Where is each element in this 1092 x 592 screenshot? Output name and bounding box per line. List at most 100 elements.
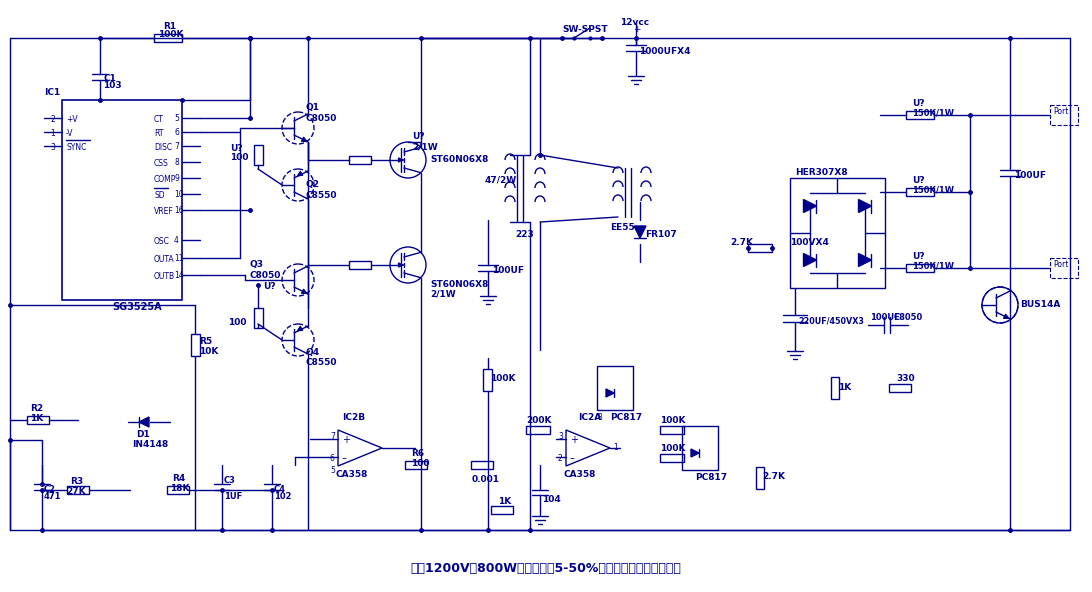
Text: 10: 10 — [174, 190, 183, 199]
Text: 3: 3 — [50, 143, 55, 152]
Text: RT: RT — [154, 129, 164, 138]
Text: 100VX4: 100VX4 — [790, 238, 829, 247]
Text: 100UF: 100UF — [870, 313, 900, 322]
Bar — [526, 426, 550, 434]
Text: CSS: CSS — [154, 159, 169, 168]
Bar — [748, 244, 772, 252]
Text: R4: R4 — [173, 474, 186, 483]
Text: U?: U? — [263, 282, 275, 291]
Text: 1000UFX4: 1000UFX4 — [639, 47, 690, 56]
Text: 0.001: 0.001 — [472, 475, 500, 484]
Text: SD: SD — [154, 191, 165, 200]
Text: 2/1W: 2/1W — [412, 142, 438, 151]
Text: ST60N06X8: ST60N06X8 — [430, 280, 488, 289]
Text: C8550: C8550 — [306, 358, 337, 367]
Polygon shape — [804, 200, 817, 213]
Text: ST60N06X8: ST60N06X8 — [430, 155, 488, 164]
Text: 1K: 1K — [29, 414, 44, 423]
Polygon shape — [634, 226, 646, 238]
Text: SW-SPST: SW-SPST — [562, 25, 607, 34]
Text: 150K/1W: 150K/1W — [912, 185, 954, 194]
Bar — [660, 454, 684, 462]
Text: 2.7K: 2.7K — [762, 472, 785, 481]
Bar — [597, 366, 633, 410]
Text: 102: 102 — [274, 492, 292, 501]
Text: C2: C2 — [44, 485, 56, 494]
Text: Q1: Q1 — [306, 103, 320, 112]
Polygon shape — [606, 389, 614, 397]
Text: D1: D1 — [136, 430, 150, 439]
Text: IN4148: IN4148 — [132, 440, 168, 449]
Text: 7: 7 — [174, 142, 179, 151]
Text: 输出1200V，800W，输出脉宽5-50%可调，具有稳压，限流。: 输出1200V，800W，输出脉宽5-50%可调，具有稳压，限流。 — [411, 562, 681, 575]
Text: IC1: IC1 — [44, 88, 60, 97]
Polygon shape — [858, 200, 871, 213]
Polygon shape — [691, 449, 699, 457]
Text: Q4: Q4 — [306, 348, 320, 357]
Text: -V: -V — [66, 129, 73, 138]
Text: 220UF/450VX3: 220UF/450VX3 — [798, 316, 864, 325]
Text: 5: 5 — [174, 114, 179, 123]
Text: C4: C4 — [274, 485, 286, 494]
Bar — [253, 308, 262, 328]
Bar — [253, 145, 262, 165]
Bar — [67, 486, 90, 494]
Polygon shape — [139, 417, 149, 427]
Text: U?: U? — [912, 99, 925, 108]
Text: Port: Port — [1053, 260, 1068, 269]
Bar — [831, 377, 839, 399]
Text: BUS14A: BUS14A — [1020, 300, 1060, 309]
Bar — [682, 426, 719, 470]
Bar — [491, 506, 513, 514]
Text: 27K: 27K — [66, 487, 85, 496]
Bar — [154, 34, 182, 42]
Text: CA358: CA358 — [336, 470, 368, 479]
Text: PC817: PC817 — [695, 473, 727, 482]
Text: 103: 103 — [103, 81, 121, 90]
Text: C8050: C8050 — [250, 271, 282, 280]
Text: Q2: Q2 — [306, 180, 320, 189]
Text: U?: U? — [912, 252, 925, 261]
Bar — [756, 467, 764, 489]
Text: 100: 100 — [411, 459, 429, 468]
Bar — [906, 264, 934, 272]
Text: 100UF: 100UF — [492, 266, 524, 275]
Text: C8550: C8550 — [306, 191, 337, 200]
Text: 1UF: 1UF — [224, 492, 242, 501]
Bar — [27, 416, 49, 424]
Text: VREF: VREF — [154, 207, 174, 216]
Bar — [1051, 105, 1078, 125]
Text: Port: Port — [1053, 107, 1068, 116]
Text: 8: 8 — [174, 158, 179, 167]
Text: 100: 100 — [230, 153, 249, 162]
Text: U?: U? — [912, 176, 925, 185]
Text: 100K: 100K — [158, 30, 183, 39]
Bar — [62, 100, 182, 300]
Text: 10K: 10K — [199, 347, 218, 356]
Text: 1K: 1K — [498, 497, 511, 506]
Polygon shape — [804, 253, 817, 266]
Text: 1: 1 — [613, 443, 618, 452]
Text: 1K: 1K — [838, 383, 852, 392]
Text: 330: 330 — [897, 374, 915, 383]
Text: 12vcc: 12vcc — [620, 18, 649, 27]
Text: 47/2W: 47/2W — [485, 175, 518, 184]
Text: 14: 14 — [174, 271, 183, 280]
Text: +V: +V — [66, 115, 78, 124]
Polygon shape — [858, 253, 871, 266]
Text: OUTA: OUTA — [154, 255, 175, 264]
Text: R2: R2 — [29, 404, 43, 413]
Text: OSC: OSC — [154, 237, 170, 246]
Bar — [405, 461, 427, 469]
Text: U?: U? — [412, 132, 425, 141]
Text: 150K/1W: 150K/1W — [912, 261, 954, 270]
Text: IC2B: IC2B — [342, 413, 365, 422]
Text: 5: 5 — [330, 466, 335, 475]
Text: 100K: 100K — [490, 374, 515, 383]
Text: R6: R6 — [411, 449, 424, 458]
Text: R3: R3 — [70, 477, 83, 486]
Text: 100UF: 100UF — [1014, 171, 1046, 180]
Bar — [190, 334, 200, 356]
Text: 104: 104 — [542, 495, 561, 504]
Text: DISC: DISC — [154, 143, 173, 152]
